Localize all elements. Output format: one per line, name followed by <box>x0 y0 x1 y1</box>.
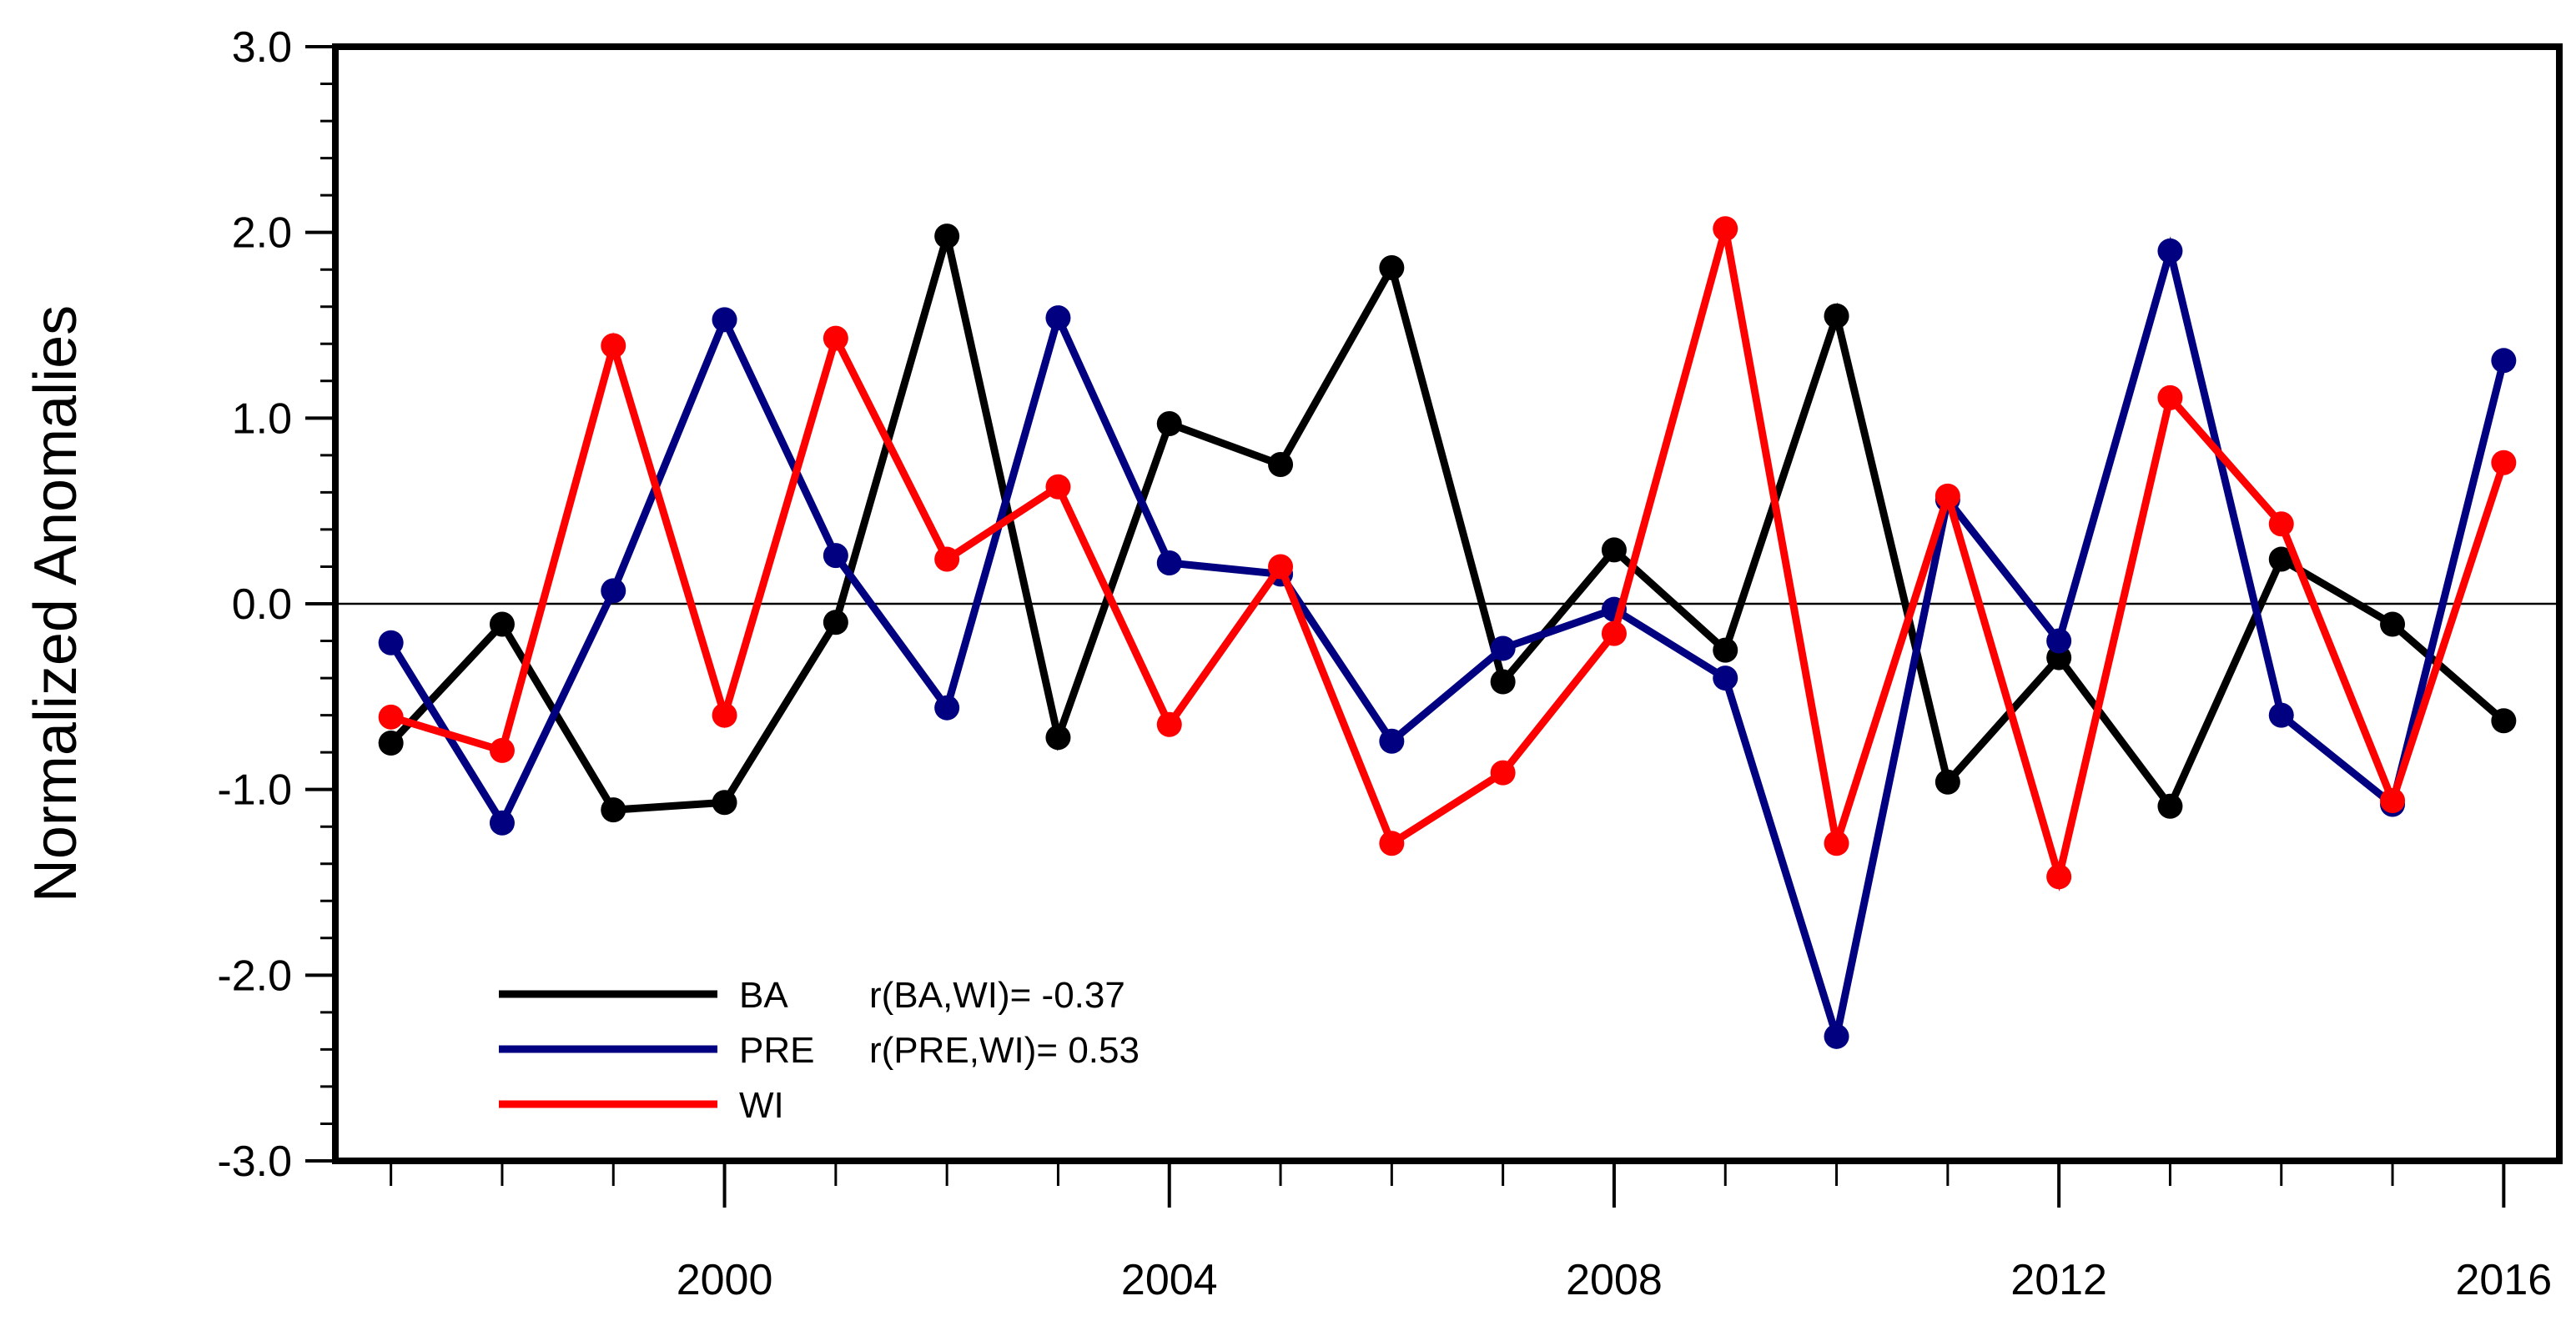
data-point-wi <box>489 737 515 763</box>
legend-label-pre: PRE <box>739 1030 814 1071</box>
data-point-ba <box>1156 411 1182 437</box>
data-point-pre <box>1379 728 1405 754</box>
data-point-ba <box>2491 708 2517 734</box>
data-point-wi <box>2380 788 2406 814</box>
data-point-ba <box>2380 611 2406 637</box>
data-point-wi <box>1824 831 1849 856</box>
data-point-wi <box>2491 450 2517 475</box>
x-tick-label: 2012 <box>2010 1256 2107 1304</box>
data-point-pre <box>1156 550 1182 576</box>
data-point-ba <box>1490 669 1516 695</box>
data-point-pre <box>934 695 960 721</box>
data-point-wi <box>1601 620 1627 646</box>
data-point-pre <box>1045 305 1071 331</box>
data-point-pre <box>489 810 515 836</box>
data-point-ba <box>1713 637 1738 663</box>
y-tick-label: 0.0 <box>232 580 292 629</box>
data-point-wi <box>1935 483 1960 509</box>
data-point-wi <box>1490 760 1516 786</box>
data-point-ba <box>378 731 404 756</box>
series-line-ba <box>388 234 2507 814</box>
legend-stat-ba: r(BA,WI)= -0.37 <box>869 975 1125 1016</box>
legend-stat-pre: r(PRE,WI)= 0.53 <box>869 1030 1140 1071</box>
legend: BA r(BA,WI)= -0.37 PRE r(PRE,WI)= 0.53 WI <box>499 975 1140 1126</box>
series-layer <box>378 216 2517 1049</box>
series-line-wi <box>390 228 2508 892</box>
x-tick-label: 2016 <box>2456 1256 2553 1304</box>
data-point-ba <box>712 790 737 816</box>
data-point-pre <box>1713 666 1738 691</box>
data-point-pre <box>601 578 626 604</box>
series-line-pre <box>387 236 2508 1038</box>
data-point-pre <box>2157 238 2183 264</box>
data-point-wi <box>601 333 626 359</box>
y-tick-label: 1.0 <box>232 394 292 443</box>
data-point-pre <box>712 307 737 333</box>
y-tick-label: 2.0 <box>232 209 292 258</box>
data-point-ba <box>1379 254 1405 280</box>
y-tick-label: 3.0 <box>232 23 292 72</box>
tick-layer: -3.0 -2.0 -1.0 0.0 1.0 2.0 3.0 2000 2004 2008 2012… <box>217 23 2552 1304</box>
data-point-pre <box>2268 702 2294 728</box>
data-point-ba <box>1045 725 1071 751</box>
data-point-ba <box>1935 769 1960 795</box>
data-point-wi <box>2046 864 2072 890</box>
y-axis-title: Normalized Anomalies <box>23 305 89 902</box>
data-point-wi <box>378 704 404 730</box>
data-point-pre <box>378 630 404 655</box>
y-tick-label: -3.0 <box>217 1138 292 1186</box>
data-point-wi <box>712 702 737 728</box>
data-point-pre <box>823 543 848 569</box>
x-tick-label: 2004 <box>1121 1256 1218 1304</box>
data-point-wi <box>2268 511 2294 537</box>
data-point-wi <box>934 546 960 572</box>
data-point-ba <box>2268 546 2294 572</box>
data-point-wi <box>1379 831 1405 856</box>
data-point-wi <box>1268 554 1294 580</box>
data-point-pre <box>2046 628 2072 654</box>
data-point-ba <box>489 611 515 637</box>
data-point-pre <box>1490 635 1516 661</box>
data-point-pre <box>1824 1023 1849 1049</box>
data-point-ba <box>1601 537 1627 563</box>
y-tick-label: -1.0 <box>217 766 292 815</box>
data-point-wi <box>2157 384 2183 410</box>
data-point-ba <box>1268 452 1294 477</box>
y-tick-label: -2.0 <box>217 952 292 1000</box>
legend-label-ba: BA <box>739 975 788 1016</box>
data-point-ba <box>601 797 626 823</box>
data-point-ba <box>823 610 848 635</box>
data-point-pre <box>2491 348 2517 374</box>
data-point-ba <box>934 224 960 249</box>
x-tick-label: 2000 <box>677 1256 773 1304</box>
x-tick-label: 2008 <box>1566 1256 1663 1304</box>
data-point-ba <box>1824 303 1849 329</box>
data-point-wi <box>1156 711 1182 737</box>
data-point-wi <box>823 325 848 351</box>
legend-label-wi: WI <box>739 1085 784 1126</box>
data-point-wi <box>1045 474 1071 500</box>
data-point-wi <box>1713 216 1738 242</box>
data-point-ba <box>2157 793 2183 819</box>
